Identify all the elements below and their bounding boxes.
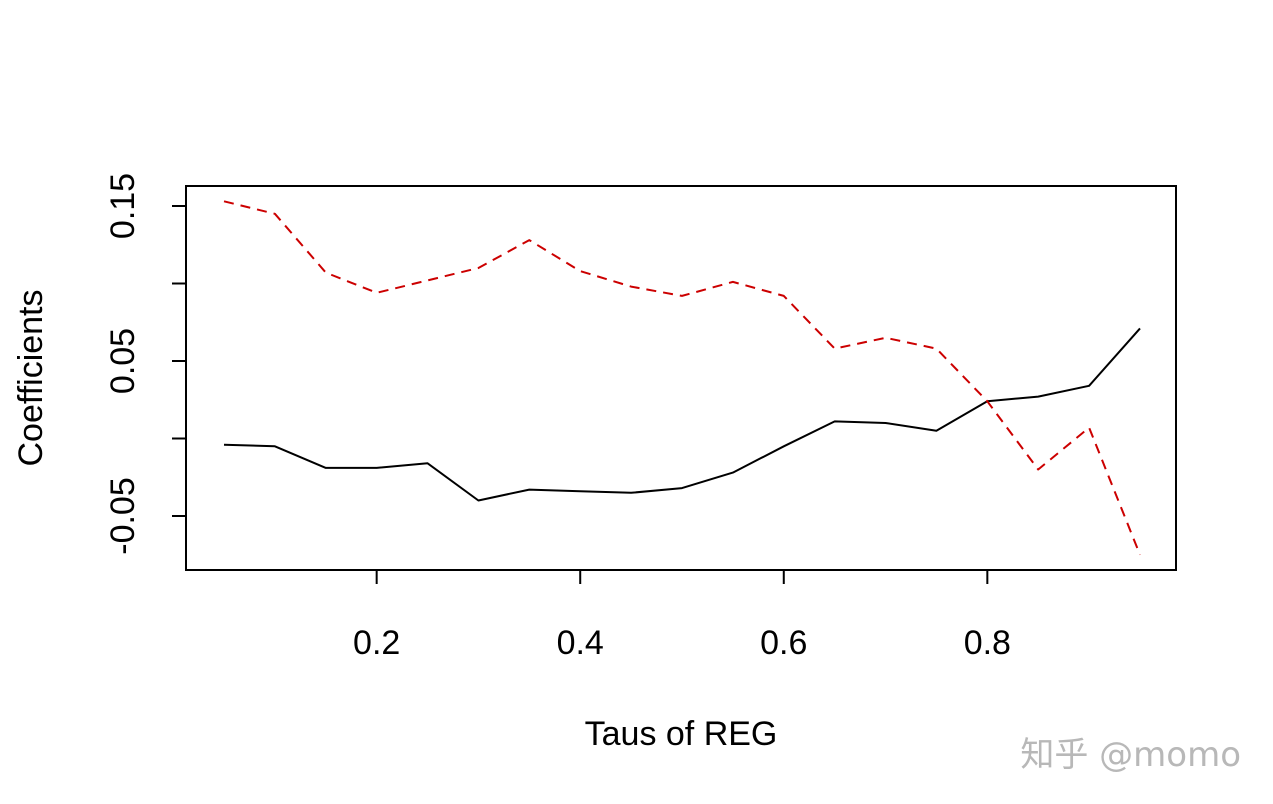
y-axis-label: Coefficients bbox=[12, 289, 50, 466]
watermark-text: 知乎 @momo bbox=[1020, 735, 1241, 775]
plot-frame bbox=[185, 185, 1177, 571]
x-tick-label: 0.4 bbox=[557, 624, 604, 662]
x-tick-label: 0.6 bbox=[760, 624, 807, 662]
x-axis-label: Taus of REG bbox=[585, 715, 778, 753]
y-tick-label: -0.05 bbox=[104, 477, 142, 555]
series-layer bbox=[223, 200, 1141, 556]
x-tick-label: 0.2 bbox=[353, 624, 400, 662]
y-axis: -0.05 0.05 0.15 bbox=[104, 173, 187, 555]
y-tick-label: 0.15 bbox=[104, 173, 142, 239]
y-tick-label: 0.05 bbox=[104, 328, 142, 394]
x-tick-label: 0.8 bbox=[964, 624, 1011, 662]
x-axis: 0.2 0.4 0.6 0.8 bbox=[353, 569, 1011, 662]
series-line-2 bbox=[223, 200, 1141, 556]
series-line-1 bbox=[223, 327, 1141, 502]
